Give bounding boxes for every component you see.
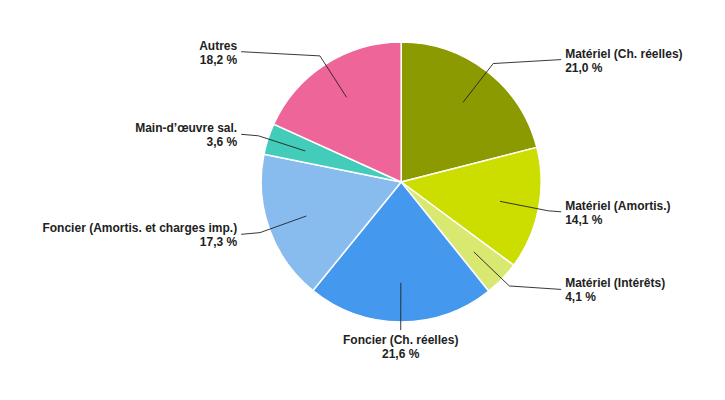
slices [261, 42, 541, 322]
leader-lines [241, 52, 561, 330]
slice-label: Foncier (Ch. réelles)21,6 % [343, 333, 458, 361]
slice-label: Main-d’œuvre sal.3,6 % [135, 121, 237, 149]
slice-label: Matériel (Ch. réelles)21,0 % [565, 47, 682, 75]
slice-label-value: 21,0 % [565, 61, 603, 75]
labels: Matériel (Ch. réelles)21,0 % Matériel (Am… [42, 39, 682, 361]
slice-label-name: Foncier (Amortis. et charges imp.) [42, 221, 237, 235]
slice-label: Foncier (Amortis. et charges imp.)17,3 % [42, 221, 237, 249]
leader-line [241, 134, 305, 151]
leader-line [474, 252, 561, 290]
leader-line [400, 283, 401, 330]
slice-label-value: 17,3 % [200, 235, 238, 249]
slice-label-value: 18,2 % [200, 53, 238, 67]
slice-label-value: 4,1 % [565, 290, 596, 304]
slice-label-name: Matériel (Intérêts) [565, 276, 665, 290]
slice-label: Matériel (Intérêts)4,1 % [565, 276, 665, 304]
slice-label-name: Main-d’œuvre sal. [135, 121, 237, 135]
slice-label-name: Matériel (Amortis.) [565, 199, 670, 213]
leader-line [241, 216, 306, 234]
slice-label-name: Autres [199, 39, 237, 53]
slice-label-name: Matériel (Ch. réelles) [565, 47, 682, 61]
leader-line [500, 201, 561, 211]
pie-slice [274, 42, 401, 182]
slice-label: Autres18,2 % [199, 39, 237, 67]
slice-label-value: 21,6 % [382, 347, 420, 361]
chart-svg: Matériel (Ch. réelles)21,0 % Matériel (Am… [0, 0, 725, 400]
leader-line [463, 60, 561, 103]
slice-label: Matériel (Amortis.)14,1 % [565, 199, 670, 227]
chart-container: Matériel (Ch. réelles)21,0 % Matériel (Am… [0, 0, 725, 400]
slice-label-value: 3,6 % [206, 135, 237, 149]
slice-label-name: Foncier (Ch. réelles) [343, 333, 458, 347]
slice-label-value: 14,1 % [565, 213, 603, 227]
leader-line [241, 52, 346, 98]
